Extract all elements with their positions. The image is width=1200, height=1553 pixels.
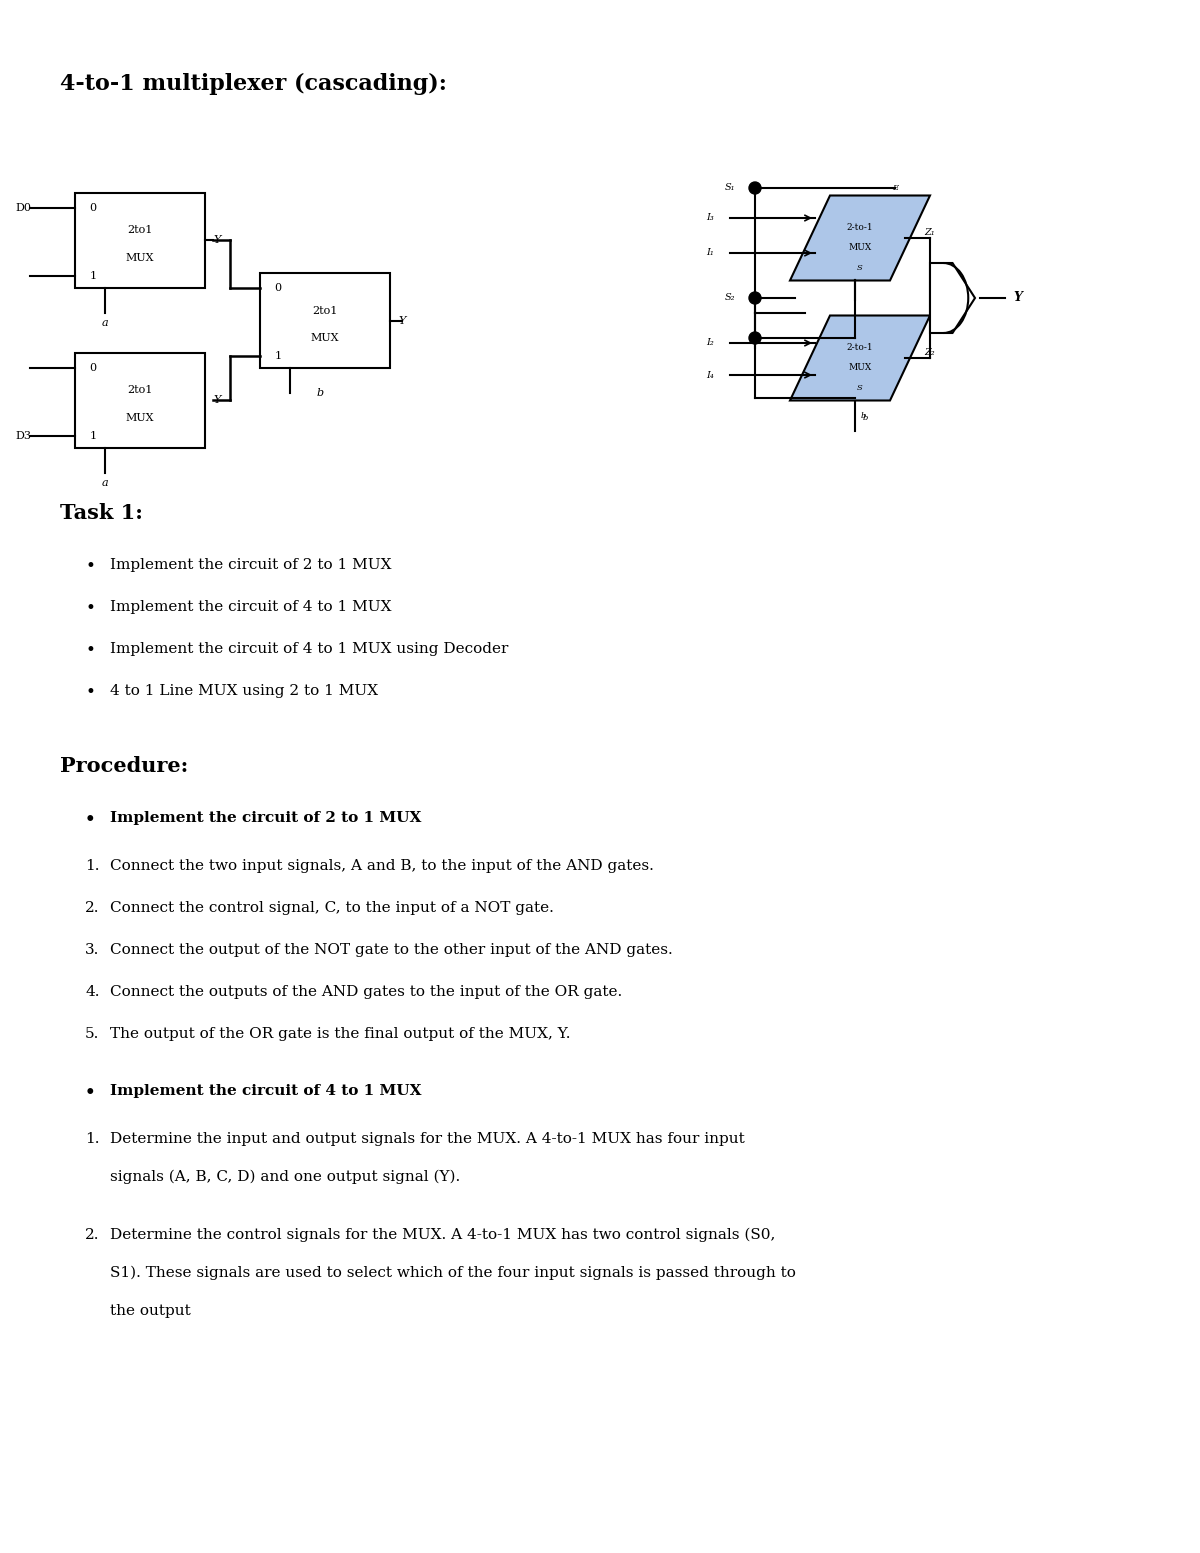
Text: Determine the input and output signals for the MUX. A 4-to-1 MUX has four input: Determine the input and output signals f… [110, 1132, 745, 1146]
Text: b: b [860, 412, 865, 419]
Text: D0: D0 [16, 203, 31, 213]
Text: 2to1: 2to1 [127, 225, 152, 236]
Polygon shape [790, 196, 930, 281]
Text: signals (A, B, C, D) and one output signal (Y).: signals (A, B, C, D) and one output sign… [110, 1169, 461, 1185]
Text: 1.: 1. [85, 1132, 100, 1146]
Text: D3: D3 [16, 432, 31, 441]
Text: S: S [857, 264, 863, 272]
Text: •: • [85, 811, 96, 828]
Text: 1.: 1. [85, 859, 100, 873]
Text: Implement the circuit of 4 to 1 MUX: Implement the circuit of 4 to 1 MUX [110, 1084, 421, 1098]
Text: Connect the output of the NOT gate to the other input of the AND gates.: Connect the output of the NOT gate to th… [110, 943, 673, 957]
Text: •: • [85, 599, 95, 617]
Text: Task 1:: Task 1: [60, 503, 143, 523]
Text: a: a [102, 478, 108, 488]
Text: I₂: I₂ [706, 339, 714, 348]
Text: •: • [85, 683, 95, 700]
Text: 4 to 1 Line MUX using 2 to 1 MUX: 4 to 1 Line MUX using 2 to 1 MUX [110, 683, 378, 697]
Polygon shape [790, 315, 930, 401]
Text: 4-to-1 multiplexer (cascading):: 4-to-1 multiplexer (cascading): [60, 73, 446, 95]
Text: S: S [857, 384, 863, 391]
Text: Implement the circuit of 2 to 1 MUX: Implement the circuit of 2 to 1 MUX [110, 558, 391, 572]
Text: I₃: I₃ [706, 213, 714, 222]
Text: S1). These signals are used to select which of the four input signals is passed : S1). These signals are used to select wh… [110, 1266, 796, 1280]
Text: Z₁: Z₁ [925, 228, 935, 238]
Text: •: • [85, 641, 95, 658]
Text: 0: 0 [275, 283, 282, 294]
Text: I₄: I₄ [706, 371, 714, 379]
Text: E: E [892, 183, 898, 193]
Text: 2.: 2. [85, 1228, 100, 1242]
Text: a: a [102, 318, 108, 328]
Text: I₁: I₁ [706, 248, 714, 258]
Text: S₁: S₁ [725, 183, 736, 193]
Text: Y: Y [214, 396, 221, 405]
Text: Y: Y [1014, 292, 1022, 304]
Text: b: b [317, 388, 324, 398]
Text: 2-to-1: 2-to-1 [847, 343, 874, 353]
FancyBboxPatch shape [74, 193, 205, 287]
Text: Y: Y [214, 236, 221, 245]
FancyBboxPatch shape [74, 353, 205, 447]
Text: •: • [85, 558, 95, 575]
Text: 1: 1 [90, 272, 96, 281]
Text: Determine the control signals for the MUX. A 4-to-1 MUX has two control signals : Determine the control signals for the MU… [110, 1228, 775, 1242]
Text: MUX: MUX [126, 253, 155, 264]
Text: MUX: MUX [848, 363, 871, 373]
Text: 2-to-1: 2-to-1 [847, 224, 874, 233]
Text: Procedure:: Procedure: [60, 756, 188, 776]
Text: 2.: 2. [85, 901, 100, 915]
Text: 1: 1 [275, 351, 282, 360]
Text: 5.: 5. [85, 1027, 100, 1041]
Text: the output: the output [110, 1305, 191, 1318]
Text: •: • [85, 1084, 96, 1101]
Text: 1: 1 [90, 432, 96, 441]
Circle shape [749, 182, 761, 194]
Text: The output of the OR gate is the final output of the MUX, Y.: The output of the OR gate is the final o… [110, 1027, 570, 1041]
Text: 4.: 4. [85, 985, 100, 999]
Circle shape [749, 332, 761, 345]
Text: Y: Y [398, 315, 406, 326]
Text: 2to1: 2to1 [312, 306, 337, 315]
Text: 0: 0 [90, 203, 96, 213]
Text: Implement the circuit of 4 to 1 MUX using Decoder: Implement the circuit of 4 to 1 MUX usin… [110, 641, 509, 655]
FancyBboxPatch shape [260, 273, 390, 368]
Circle shape [749, 292, 761, 304]
Text: S₂: S₂ [725, 294, 736, 303]
Polygon shape [930, 262, 974, 332]
Text: MUX: MUX [126, 413, 155, 424]
Text: 2to1: 2to1 [127, 385, 152, 396]
Text: MUX: MUX [848, 244, 871, 253]
Text: Connect the control signal, C, to the input of a NOT gate.: Connect the control signal, C, to the in… [110, 901, 554, 915]
Text: 0: 0 [90, 363, 96, 373]
Text: Implement the circuit of 4 to 1 MUX: Implement the circuit of 4 to 1 MUX [110, 599, 391, 613]
Text: 3.: 3. [85, 943, 100, 957]
Text: Connect the two input signals, A and B, to the input of the AND gates.: Connect the two input signals, A and B, … [110, 859, 654, 873]
Text: Z₂: Z₂ [925, 348, 935, 357]
Text: Implement the circuit of 2 to 1 MUX: Implement the circuit of 2 to 1 MUX [110, 811, 421, 825]
Text: b: b [863, 415, 868, 422]
Text: Connect the outputs of the AND gates to the input of the OR gate.: Connect the outputs of the AND gates to … [110, 985, 623, 999]
Text: MUX: MUX [311, 334, 340, 343]
